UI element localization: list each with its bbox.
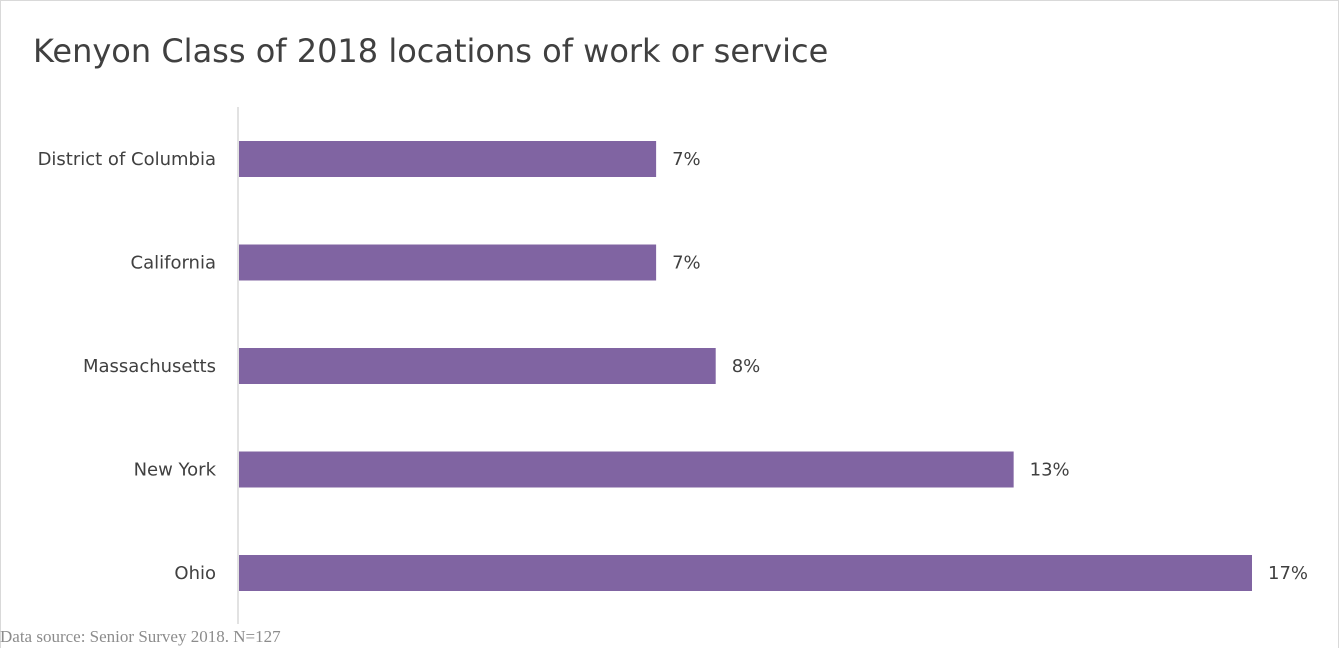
data-label: 7% — [672, 149, 701, 170]
category-label: Ohio — [174, 563, 216, 584]
category-label: Massachusetts — [83, 356, 216, 377]
data-label: 7% — [672, 253, 701, 274]
category-label: California — [131, 253, 216, 274]
bar-massachusetts — [239, 348, 716, 384]
bar-california — [239, 244, 657, 281]
bar-ohio — [239, 555, 1252, 591]
data-label: 13% — [1030, 460, 1070, 481]
data-source-note: Data source: Senior Survey 2018. N=127 — [0, 627, 281, 646]
data-label: 8% — [732, 356, 761, 377]
chart-title: Kenyon Class of 2018 locations of work o… — [33, 32, 829, 70]
category-label: New York — [134, 460, 217, 481]
bar-district-of-columbia — [239, 141, 657, 177]
data-label: 17% — [1268, 563, 1308, 584]
bar-new-york — [239, 451, 1014, 488]
category-label: District of Columbia — [38, 149, 216, 170]
